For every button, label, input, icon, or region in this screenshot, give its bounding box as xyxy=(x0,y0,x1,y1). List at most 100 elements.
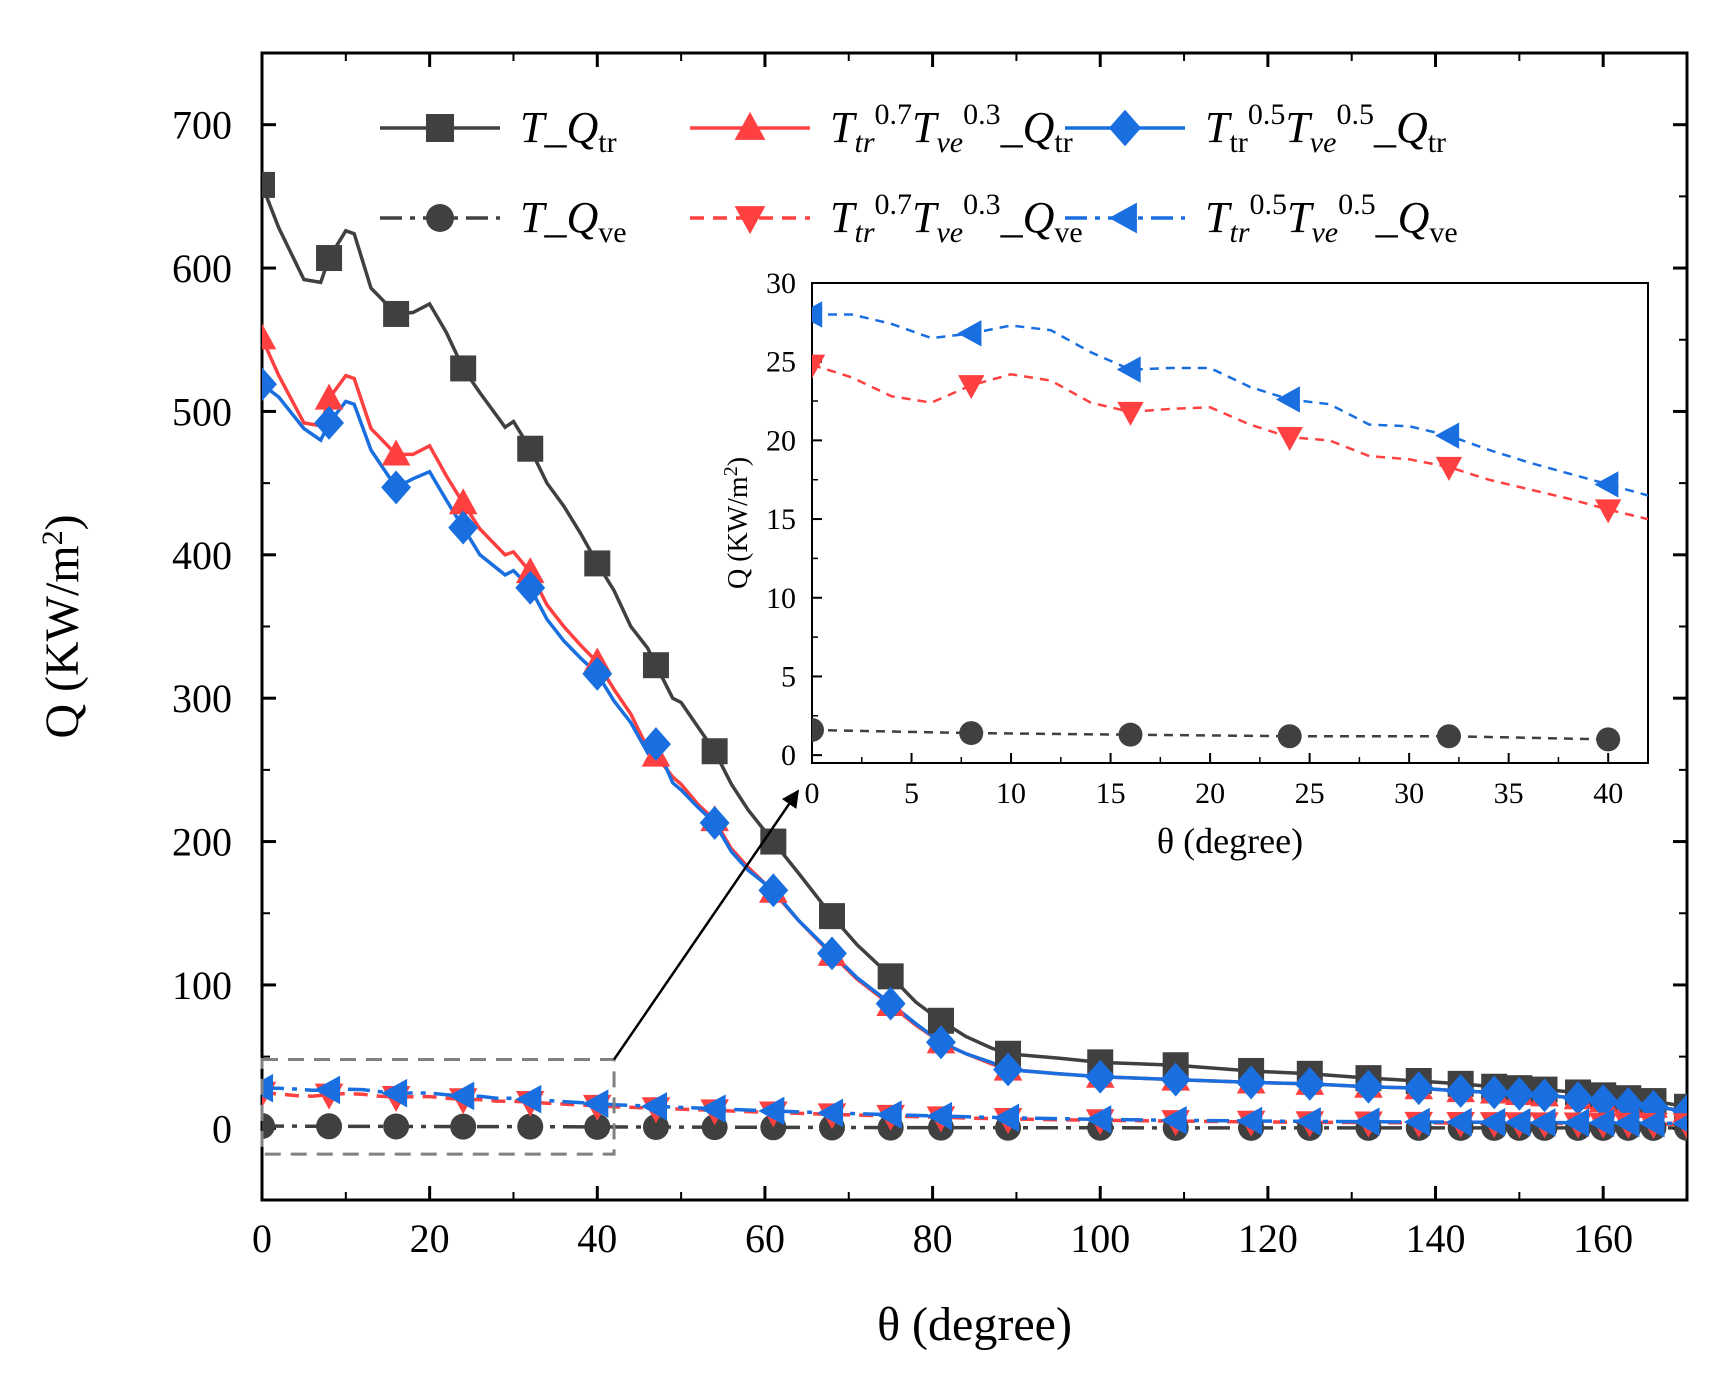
legend-label-part: tr xyxy=(1428,126,1446,159)
marker-Ttr0.5Tve0.5_Qve xyxy=(1529,1108,1556,1137)
inset-x-tick-label: 20 xyxy=(1195,777,1225,810)
marker-Ttr0.5Tve0.5_Qve xyxy=(515,1084,542,1114)
y-tick-label: 200 xyxy=(172,820,232,865)
marker-Ttr0.5Tve0.5_Qve xyxy=(1504,1108,1531,1137)
marker-T_Qtr xyxy=(262,171,275,198)
inset-x-tick-label: 35 xyxy=(1494,777,1524,810)
series-line-Ttr0.5Tve0.5_Qve xyxy=(262,1086,1687,1126)
marker-Ttr0.5Tve0.5_Qtr xyxy=(993,1052,1023,1087)
marker-Ttr0.5Tve0.5_Qve xyxy=(1638,1108,1665,1138)
marker-Ttr0.5Tve0.5_Qtr xyxy=(262,367,277,402)
marker-T_Qve xyxy=(584,1113,611,1140)
legend-label-part: T xyxy=(830,103,858,152)
inset-y-tick-label: 20 xyxy=(766,424,796,457)
legend-label-part: 0.5 xyxy=(1248,98,1286,131)
inset-y-axis-title-base: Q (KW/m xyxy=(723,476,754,589)
legend-label-part: T xyxy=(520,103,548,152)
marker-T_Qtr xyxy=(819,903,845,930)
legend: T_Qtr Ttr0.7Tve0.3_Qtr Ttr0.5Tve0.5_QtrT_Q… xyxy=(380,98,1458,249)
marker-Ttr0.5Tve0.5_Qve xyxy=(1403,1107,1430,1137)
inset-series-line-T_Qve xyxy=(812,728,1609,741)
x-tick-label: 120 xyxy=(1238,1216,1298,1261)
legend-label-part: tr xyxy=(1229,216,1249,249)
marker-Ttr0.5Tve0.5_Qtr xyxy=(1504,1077,1535,1111)
inset-plot: 0 5 10 15 20 25 30 35 40 0 5 10 15 20 25 30 θ (degree) Q … xyxy=(720,267,1649,861)
inset-marker-Ttr0.7Tve0.3_Qve xyxy=(1435,456,1463,481)
marker-Ttr0.5Tve0.5_Qtr xyxy=(758,873,789,908)
inset-y-tick-label: 0 xyxy=(781,739,796,772)
zoom-arrow xyxy=(613,789,800,1061)
legend-swatch-marker xyxy=(426,114,454,142)
marker-T_Qve xyxy=(383,1113,410,1140)
marker-Ttr0.5Tve0.5_Qve xyxy=(1588,1108,1615,1138)
marker-Ttr0.5Tve0.5_Qtr xyxy=(582,656,613,691)
marker-T_Qve xyxy=(262,1113,275,1140)
legend-swatch-marker xyxy=(734,206,766,235)
series-line-T_Qve xyxy=(262,1124,1687,1130)
marker-Ttr0.5Tve0.5_Qve xyxy=(1294,1107,1321,1136)
inset-x-axis-title: θ (degree) xyxy=(1157,821,1303,861)
y-tick-label: 300 xyxy=(172,676,232,721)
legend-label-part: _ xyxy=(1000,193,1024,242)
marker-Ttr0.5Tve0.5_Qve xyxy=(262,1073,274,1103)
marker-Ttr0.5Tve0.5_Qtr xyxy=(641,727,671,761)
y-tick-label: 100 xyxy=(172,963,232,1008)
marker-Ttr0.5Tve0.5_Qtr xyxy=(875,986,906,1021)
legend-label-part: 0.3 xyxy=(963,98,1001,131)
marker-Ttr0.5Tve0.5_Qtr xyxy=(314,406,345,440)
inset-marker-T_Qve xyxy=(1118,722,1143,747)
inset-marker-T_Qve xyxy=(1436,724,1461,749)
marker-Ttr0.5Tve0.5_Qtr xyxy=(1160,1062,1191,1097)
inset-x-tick-label: 0 xyxy=(805,777,820,810)
legend-label-part: Q xyxy=(1398,193,1430,242)
inset-series-line-Ttr0.5Tve0.5_Qve xyxy=(812,313,1648,497)
legend-swatch-marker xyxy=(734,111,766,140)
marker-T_Qve xyxy=(316,1113,343,1140)
y-tick-label: 400 xyxy=(172,533,232,578)
x-tick-label: 140 xyxy=(1406,1216,1466,1261)
marker-Ttr0.5Tve0.5_Qve xyxy=(448,1081,475,1111)
legend-label-part: T xyxy=(912,103,940,152)
legend-label-part: _ xyxy=(543,103,567,152)
marker-Ttr0.5Tve0.5_Qve xyxy=(926,1101,953,1131)
legend-label: T_Qve xyxy=(520,193,627,249)
marker-Ttr0.5Tve0.5_Qve xyxy=(641,1092,668,1121)
inset-y-axis-title: Q (KW/m2) xyxy=(720,457,754,589)
marker-Ttr0.5Tve0.5_Qve xyxy=(1479,1107,1506,1137)
inset-x-tick-label: 40 xyxy=(1593,777,1623,810)
inset-marker-Ttr0.7Tve0.3_Qve xyxy=(958,375,985,400)
y-tick-label: 500 xyxy=(172,389,232,434)
legend-label-part: ve xyxy=(1429,216,1457,249)
marker-Ttr0.5Tve0.5_Qtr xyxy=(381,470,412,505)
x-tick-label: 60 xyxy=(745,1216,785,1261)
marker-Ttr0.5Tve0.5_Qtr xyxy=(1294,1066,1325,1101)
marker-Ttr0.7Tve0.3_Qtr xyxy=(448,488,478,515)
marker-Ttr0.5Tve0.5_Qtr xyxy=(1638,1089,1669,1124)
legend-label-part: Q xyxy=(1396,103,1428,152)
legend-label-part: T xyxy=(1205,103,1233,152)
inset-y-tick-label: 15 xyxy=(766,503,796,536)
marker-Ttr0.7Tve0.3_Qtr xyxy=(381,439,411,466)
legend-label-part: 0.7 xyxy=(875,188,913,221)
marker-Ttr0.5Tve0.5_Qtr xyxy=(1236,1065,1267,1100)
marker-T_Qtr xyxy=(383,300,410,327)
x-tick-label: 20 xyxy=(410,1216,450,1261)
marker-Ttr0.5Tve0.5_Qve xyxy=(1160,1105,1187,1135)
x-tick-label: 40 xyxy=(577,1216,617,1261)
marker-Ttr0.5Tve0.5_Qve xyxy=(1085,1105,1112,1134)
marker-T_Qtr xyxy=(450,355,477,382)
inset-x-tick-label: 5 xyxy=(904,777,919,810)
inset-series-line-Ttr0.7Tve0.3_Qve xyxy=(812,363,1648,521)
legend-label-part: T xyxy=(520,193,548,242)
legend-label-part: T xyxy=(1287,193,1315,242)
inset-marker-T_Qve xyxy=(812,717,824,742)
legend-label-part: ve xyxy=(936,216,963,249)
marker-Ttr0.5Tve0.5_Qve xyxy=(993,1103,1020,1133)
legend-label-part: ve xyxy=(1054,216,1082,249)
legend-swatch-marker xyxy=(426,204,454,232)
marker-Ttr0.5Tve0.5_Qtr xyxy=(1613,1087,1644,1121)
marker-T_Qtr xyxy=(584,550,611,577)
legend-swatch-marker xyxy=(1108,109,1142,147)
